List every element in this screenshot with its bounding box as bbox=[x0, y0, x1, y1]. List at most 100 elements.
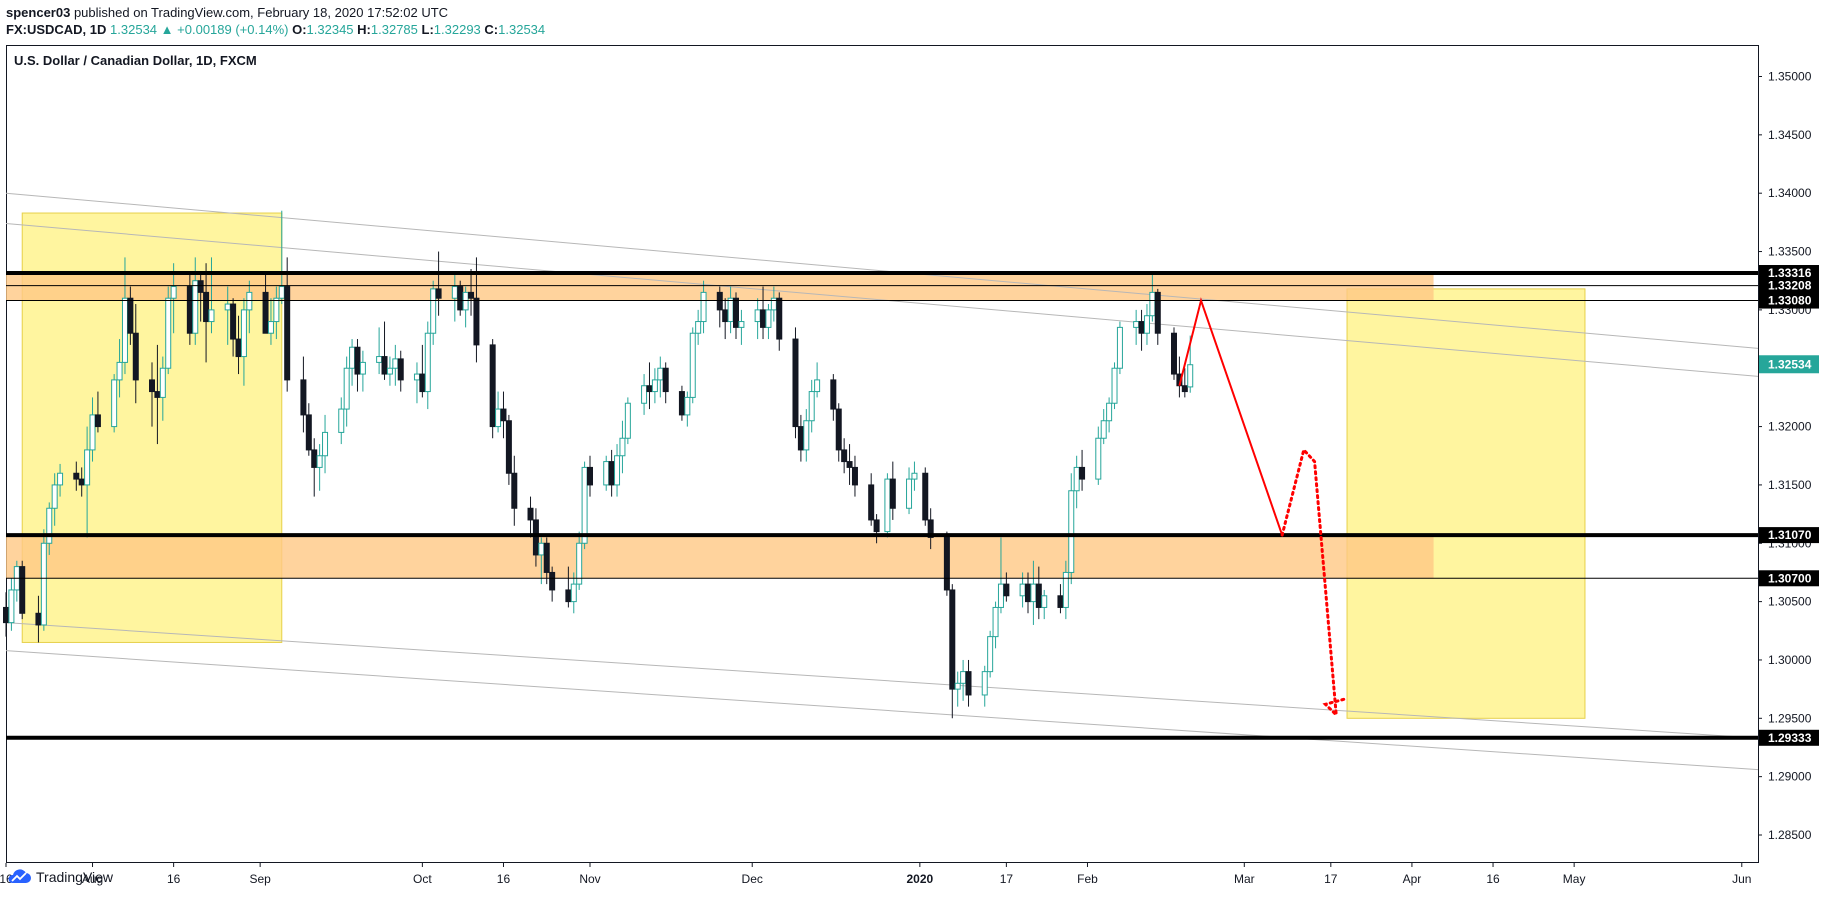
candle-body[interactable] bbox=[278, 286, 285, 299]
projection-paths[interactable] bbox=[1178, 297, 1349, 719]
candle-body[interactable] bbox=[997, 583, 1004, 608]
candle-body[interactable] bbox=[473, 297, 480, 346]
candle-body[interactable] bbox=[343, 367, 350, 410]
candle-body[interactable] bbox=[1111, 367, 1118, 404]
level-price-tag[interactable] bbox=[1759, 292, 1819, 309]
candle-body[interactable] bbox=[992, 606, 999, 638]
forecast-path[interactable] bbox=[1178, 297, 1284, 536]
candle-body[interactable] bbox=[240, 309, 247, 358]
level-price-tag[interactable] bbox=[1759, 729, 1819, 746]
candle-body[interactable] bbox=[51, 484, 58, 509]
level-price-tag[interactable] bbox=[1759, 570, 1819, 587]
candle-body[interactable] bbox=[338, 408, 345, 433]
candle-body[interactable] bbox=[1095, 437, 1102, 480]
candle-body[interactable] bbox=[684, 396, 691, 416]
candle-body[interactable] bbox=[505, 420, 512, 474]
candle-body[interactable] bbox=[727, 297, 734, 323]
candle-body[interactable] bbox=[608, 461, 615, 486]
candle-body[interactable] bbox=[273, 297, 280, 323]
candle-body[interactable] bbox=[392, 358, 399, 369]
candle-body[interactable] bbox=[1079, 466, 1086, 480]
candle-body[interactable] bbox=[543, 542, 550, 573]
candle-body[interactable] bbox=[960, 671, 967, 684]
candle-body[interactable] bbox=[987, 636, 994, 673]
candle-body[interactable] bbox=[116, 361, 123, 381]
candle-body[interactable] bbox=[127, 297, 134, 334]
candle-body[interactable] bbox=[906, 478, 913, 509]
level-price-tag[interactable] bbox=[1759, 527, 1819, 544]
candle-body[interactable] bbox=[1062, 571, 1069, 608]
candle-body[interactable] bbox=[424, 332, 431, 393]
candle-body[interactable] bbox=[954, 682, 961, 690]
candle-body[interactable] bbox=[349, 346, 356, 369]
candle-body[interactable] bbox=[657, 367, 664, 381]
candle-body[interactable] bbox=[814, 379, 821, 393]
candle-body[interactable] bbox=[192, 280, 199, 334]
candle-body[interactable] bbox=[803, 420, 810, 451]
candle-body[interactable] bbox=[873, 519, 880, 533]
candle-body[interactable] bbox=[386, 367, 393, 375]
candle-body[interactable] bbox=[57, 472, 64, 486]
candle-body[interactable] bbox=[576, 542, 583, 585]
candle-body[interactable] bbox=[884, 478, 891, 533]
candle-body[interactable] bbox=[770, 297, 777, 311]
candle-body[interactable] bbox=[943, 536, 950, 591]
candle-body[interactable] bbox=[587, 466, 593, 486]
candle-body[interactable] bbox=[911, 472, 918, 480]
candle-body[interactable] bbox=[1003, 583, 1010, 597]
candle-body[interactable] bbox=[792, 338, 799, 428]
candle-body[interactable] bbox=[765, 309, 772, 328]
channel-line[interactable] bbox=[5, 622, 1759, 739]
candle-body[interactable] bbox=[246, 291, 253, 311]
candle-body[interactable] bbox=[468, 291, 475, 299]
candle-body[interactable] bbox=[435, 288, 442, 299]
candle-body[interactable] bbox=[733, 297, 739, 328]
candle-body[interactable] bbox=[94, 414, 101, 428]
candle-body[interactable] bbox=[738, 321, 745, 328]
candle-body[interactable] bbox=[1187, 364, 1194, 388]
candle-body[interactable] bbox=[851, 466, 858, 486]
candle-body[interactable] bbox=[619, 437, 626, 457]
candle-body[interactable] bbox=[262, 291, 269, 334]
tradingview-logo[interactable]: TradingView bbox=[6, 869, 113, 885]
candle-body[interactable] bbox=[235, 338, 242, 358]
candle-body[interactable] bbox=[267, 321, 274, 334]
publisher-name[interactable]: spencer03 bbox=[6, 5, 71, 20]
candle-body[interactable] bbox=[949, 589, 956, 690]
candle-body[interactable] bbox=[284, 286, 291, 381]
candle-body[interactable] bbox=[662, 367, 669, 393]
candle-body[interactable] bbox=[1143, 315, 1150, 334]
candles[interactable] bbox=[3, 210, 1194, 719]
candle-body[interactable] bbox=[835, 408, 842, 451]
candle-body[interactable] bbox=[381, 356, 388, 375]
candle-body[interactable] bbox=[40, 542, 47, 626]
candle-body[interactable] bbox=[132, 332, 139, 381]
candle-body[interactable] bbox=[208, 309, 215, 323]
candle-body[interactable] bbox=[776, 297, 783, 340]
forecast-dotted-path[interactable] bbox=[1280, 446, 1349, 719]
candle-body[interactable] bbox=[300, 379, 307, 416]
candle-body[interactable] bbox=[1154, 291, 1161, 334]
candle-body[interactable] bbox=[624, 402, 631, 439]
candle-body[interactable] bbox=[760, 309, 767, 328]
candle-body[interactable] bbox=[1149, 291, 1156, 317]
level-price-tag[interactable] bbox=[1759, 265, 1819, 282]
candle-body[interactable] bbox=[121, 297, 128, 363]
candle-body[interactable] bbox=[159, 367, 166, 398]
candle-body[interactable] bbox=[1106, 402, 1113, 422]
candle-body[interactable] bbox=[89, 414, 96, 451]
candle-body[interactable] bbox=[457, 286, 464, 311]
candle-body[interactable] bbox=[570, 583, 577, 603]
candle-body[interactable] bbox=[78, 478, 85, 486]
candle-body[interactable] bbox=[927, 519, 934, 538]
candle-body[interactable] bbox=[3, 606, 9, 624]
candle-body[interactable] bbox=[224, 303, 231, 311]
candle-body[interactable] bbox=[462, 291, 469, 311]
candle-body[interactable] bbox=[716, 291, 723, 311]
candle-body[interactable] bbox=[1025, 583, 1031, 603]
candle-body[interactable] bbox=[430, 288, 437, 334]
candle-body[interactable] bbox=[868, 484, 875, 521]
candle-body[interactable] bbox=[841, 449, 848, 463]
candle-body[interactable] bbox=[8, 589, 15, 624]
candle-body[interactable] bbox=[186, 286, 193, 334]
